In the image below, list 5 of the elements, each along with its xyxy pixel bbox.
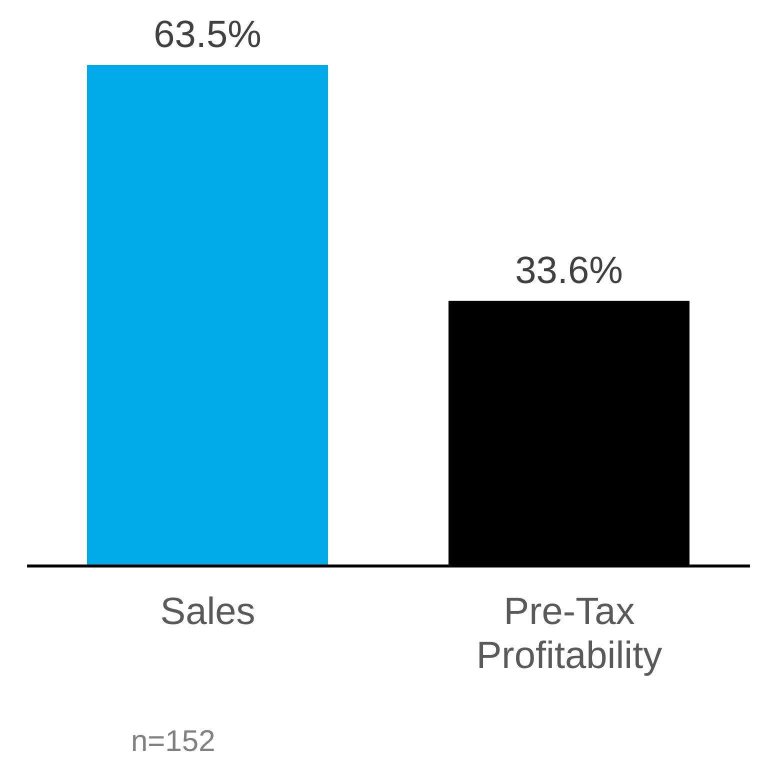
data-label: 33.6% <box>515 250 623 292</box>
text: n=152 <box>131 725 216 759</box>
data-label: 63.5% <box>154 14 262 56</box>
x-tick-label: Pre-Tax Profitability <box>476 591 662 677</box>
x-tick-label: Sales <box>160 591 256 633</box>
